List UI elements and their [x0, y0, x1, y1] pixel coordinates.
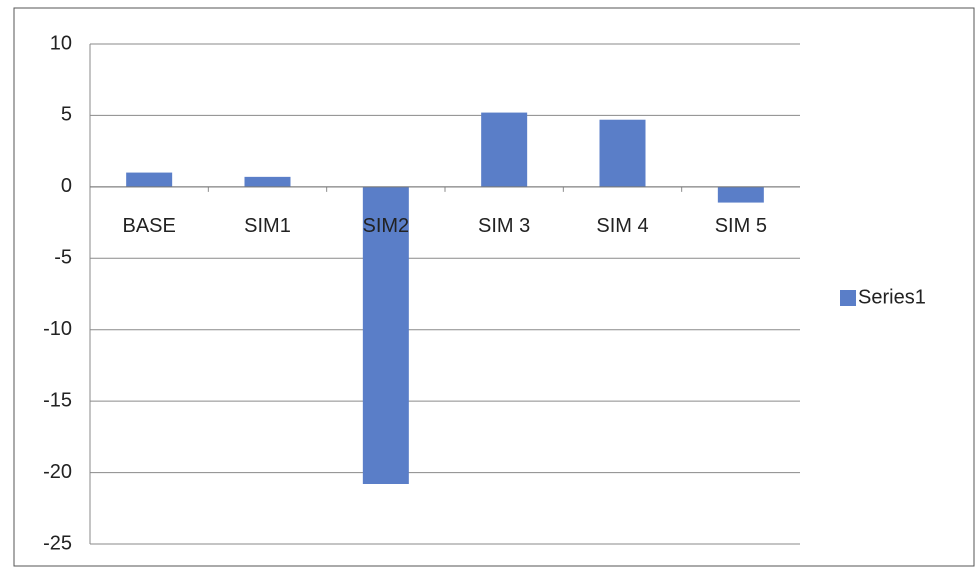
chart-frame	[13, 7, 975, 567]
x-tick-label: BASE	[122, 215, 175, 237]
bar	[244, 176, 291, 187]
y-tick-label: -15	[43, 389, 72, 411]
bar	[362, 186, 409, 484]
bar	[481, 112, 528, 187]
legend-swatch	[840, 290, 856, 306]
y-tick-label: -5	[54, 247, 72, 269]
y-tick-label: 10	[50, 32, 72, 54]
y-tick-label: -25	[43, 532, 72, 554]
y-tick-label: 5	[61, 104, 72, 126]
x-tick-label: SIM2	[362, 215, 409, 237]
x-tick-label: SIM 4	[596, 215, 648, 237]
y-tick-label: 0	[61, 175, 72, 197]
bar	[599, 119, 646, 187]
legend-label: Series1	[858, 286, 926, 308]
y-tick-label: -10	[43, 318, 72, 340]
x-tick-label: SIM 3	[478, 215, 530, 237]
x-tick-label: SIM 5	[715, 215, 767, 237]
x-tick-label: SIM1	[244, 215, 291, 237]
bar	[126, 172, 173, 187]
bar	[717, 186, 764, 203]
y-tick-label: -20	[43, 461, 72, 483]
